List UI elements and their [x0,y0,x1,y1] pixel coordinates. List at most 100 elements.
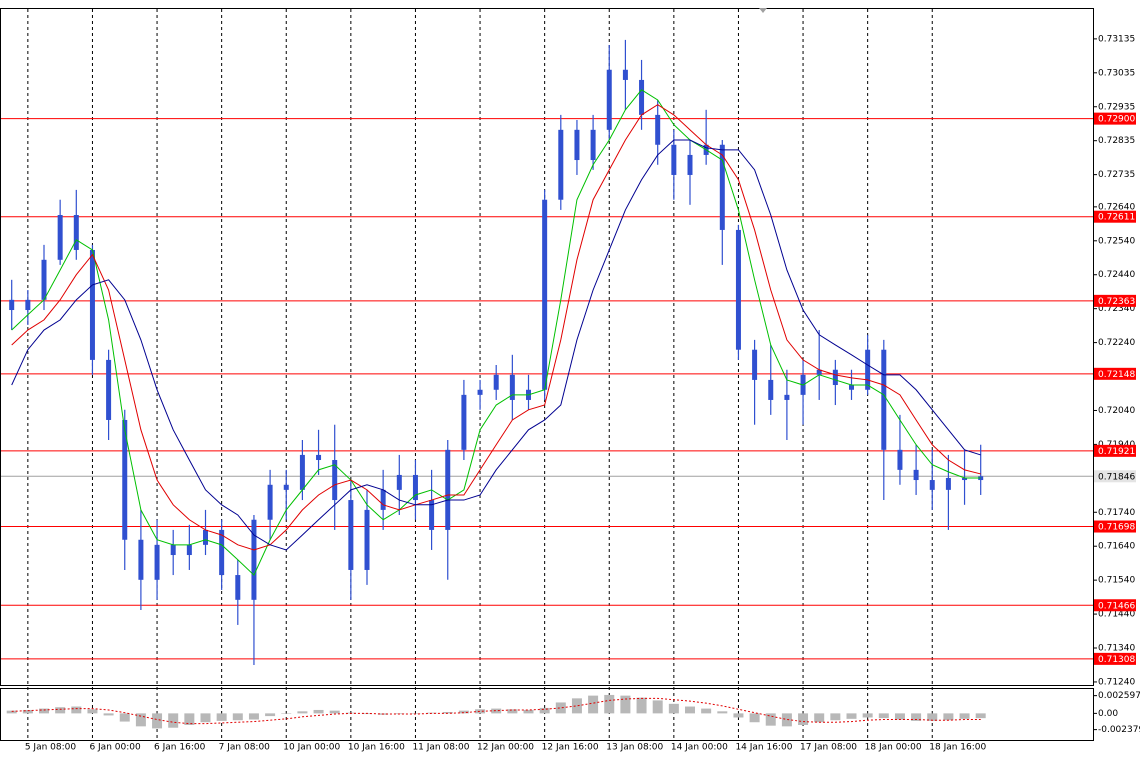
y-tick-label: -0.002379 [1098,725,1140,735]
x-tick-label: 14 Jan 00:00 [671,743,728,753]
candle-body [929,480,935,490]
x-tick-label: 18 Jan 16:00 [929,743,986,753]
histogram-bar [313,709,324,714]
y-tick-label: 0.71340 [1098,644,1135,654]
candle-body [542,199,548,390]
current-price-label: 0.71846 [1098,472,1135,482]
histogram-bar [135,713,146,727]
candle-body [493,374,499,390]
histogram-bar [701,708,712,714]
candle-body [25,299,31,311]
level-label-box [1094,599,1136,612]
signal-line [11,697,981,725]
candle-body [687,154,693,175]
candle-body [299,454,305,490]
histogram-bar [555,702,566,714]
histogram-bar [458,710,469,714]
candle-body [719,144,725,230]
candle-body [203,529,208,545]
x-tick-label: 18 Jan 00:00 [865,743,922,753]
x-tick-label: 7 Jan 08:00 [219,743,271,753]
y-tick-label: 0.73035 [1098,68,1135,78]
candle-body [735,229,741,350]
y-tick-label: 0.71240 [1098,677,1135,687]
candle-body [558,129,564,200]
moving-average [11,104,981,551]
x-tick-label: 6 Jan 00:00 [89,743,141,753]
histogram-bar [475,709,486,714]
histogram-bar [297,711,308,714]
level-label-box [1094,367,1136,380]
candle-body [655,114,661,145]
y-tick-label: 0.71640 [1098,542,1135,552]
candle-body [671,144,677,175]
x-tick-label: 12 Jan 00:00 [477,743,534,753]
candle-body [396,474,402,490]
level-label: 0.72148 [1098,370,1135,380]
x-tick-label: 17 Jan 08:00 [800,743,857,753]
candle-body [122,419,128,540]
candle-body [639,79,645,115]
x-tick-label: 13 Jan 08:00 [606,743,663,753]
histogram-bar [668,703,679,714]
y-tick-label: 0.002597 [1098,691,1140,701]
candle-body [412,474,418,501]
histogram-bar [975,713,986,719]
candle-body [138,539,144,580]
histogram-bar [927,713,938,721]
histogram-bar [620,695,631,714]
y-tick-label: 0.72340 [1098,304,1135,314]
histogram-bar [959,713,970,719]
histogram-bar [22,709,33,714]
candle-body [154,544,160,580]
histogram-bar [781,713,792,727]
oscillator-panel-frame [0,688,1094,741]
y-tick-label: 0.71540 [1098,576,1135,586]
histogram-bar [265,713,276,717]
y-tick-label: 0.72835 [1098,136,1135,146]
candle-body [897,449,903,470]
histogram-bar [216,713,227,721]
histogram-bar [588,695,599,714]
histogram-bar [846,713,857,719]
moving-average [11,139,981,551]
y-tick-label: 0.72735 [1098,170,1135,180]
level-label-box [1094,112,1136,125]
candle-body [477,389,483,395]
x-tick-label: 11 Jan 08:00 [412,743,469,753]
level-label-box [1094,652,1136,665]
y-tick-label: 0.00 [1098,709,1118,719]
histogram-bar [55,707,66,714]
histogram-bar [830,713,841,721]
candle-body [606,69,612,130]
histogram-bar [636,697,647,714]
level-label: 0.72363 [1098,297,1135,307]
y-tick-label: 0.71440 [1098,610,1135,620]
level-label: 0.72900 [1098,115,1135,125]
candle-body [219,529,225,576]
candle-body [574,129,580,161]
histogram-bar [765,713,776,726]
level-label: 0.71466 [1098,601,1135,611]
histogram-bar [523,709,534,714]
candle-body [235,575,241,600]
y-tick-label: 0.72440 [1098,270,1135,280]
candle-body [332,460,338,501]
candle-body [9,299,15,311]
main-panel-frame [0,8,1094,686]
histogram-bar [685,706,695,714]
histogram-bar [733,713,744,718]
histogram-bar [507,709,518,714]
histogram-bar [168,713,179,728]
x-tick-label: 5 Jan 08:00 [25,743,77,753]
candle-body [768,379,774,400]
moving-average [11,89,981,576]
candle-body [106,359,112,420]
histogram-bar [894,713,905,720]
candle-body [784,394,790,400]
candle-body [348,500,354,570]
y-tick-label: 0.72935 [1098,102,1135,112]
